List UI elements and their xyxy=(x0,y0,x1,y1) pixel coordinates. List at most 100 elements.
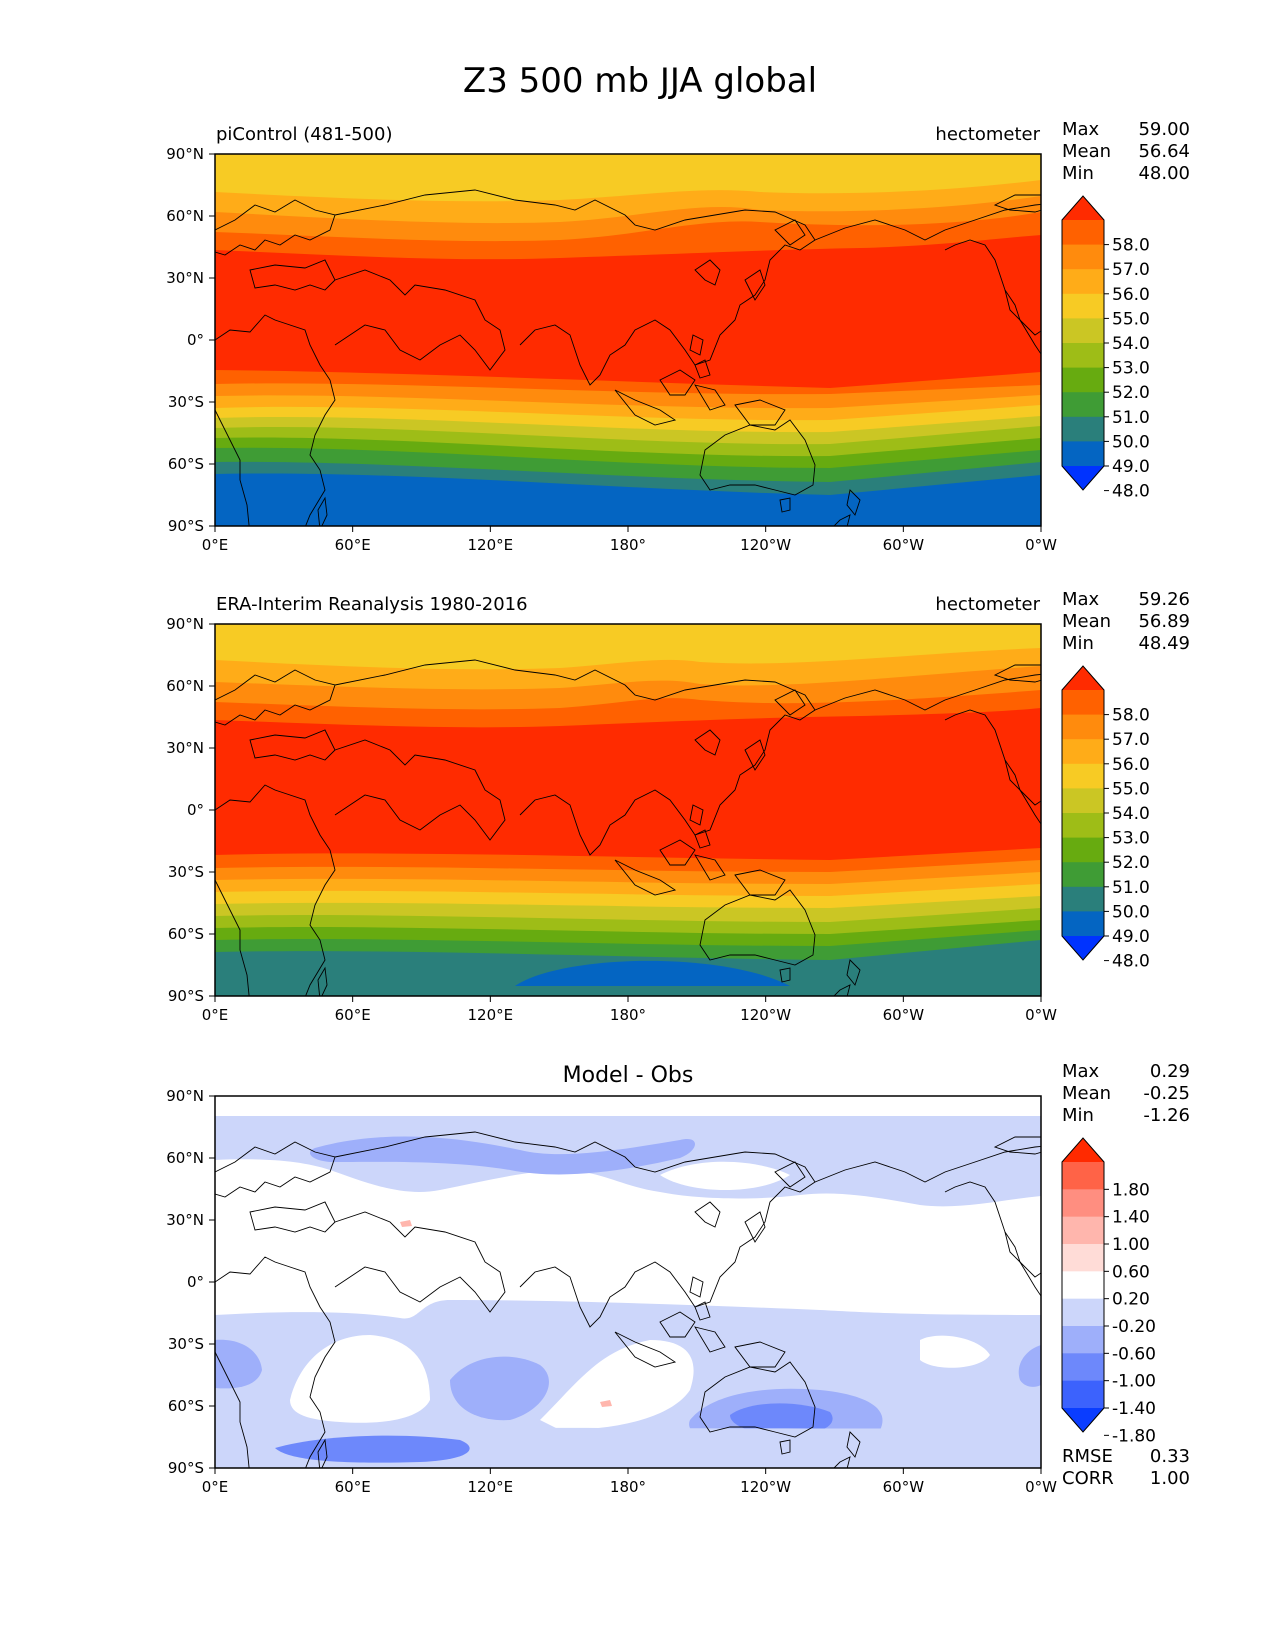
colorbar-swatch xyxy=(1062,1189,1104,1218)
lat-tick-label: 60°N xyxy=(166,677,204,695)
colorbar-label: 53.0 xyxy=(1112,359,1150,379)
colorbar-swatch xyxy=(1062,690,1104,716)
colorbar-swatch xyxy=(1062,1216,1104,1245)
stat-label-max: Max xyxy=(1062,1061,1100,1082)
lat-tick-label: 60°S xyxy=(168,455,204,473)
colorbar-label: 58.0 xyxy=(1112,236,1150,256)
lon-tick-label: 0°E xyxy=(202,536,229,554)
stat-label-mean: Mean xyxy=(1062,611,1111,632)
stat-label-min: Min xyxy=(1062,1105,1094,1126)
lon-tick-label: 60°W xyxy=(883,1006,925,1024)
lon-tick-label: 120°E xyxy=(468,1478,514,1496)
panel-model: piControl (481-500) hectometer Max 59.00… xyxy=(166,119,1190,554)
stat-label-min: Min xyxy=(1062,163,1094,184)
stat-value-mean: 56.64 xyxy=(1138,141,1190,162)
colorbar-swatch xyxy=(1062,813,1104,839)
lat-tick-label: 30°S xyxy=(168,393,204,411)
colorbar-label: 48.0 xyxy=(1112,952,1150,972)
panel-diff: Model - Obs Max 0.29 Mean -0.25 Min -1.2… xyxy=(166,1061,1190,1496)
panel-units: hectometer xyxy=(935,124,1040,145)
colorbar-obs: 58.0 57.0 56.0 55.0 54.0 53.0 52.0 51.0 50.0 49.0… xyxy=(1061,665,1150,972)
colorbar-label: -1.00 xyxy=(1112,1372,1156,1392)
colorbar-label: 1.80 xyxy=(1112,1180,1150,1200)
stat-value-mean: -0.25 xyxy=(1143,1083,1190,1104)
colorbar-label: 54.0 xyxy=(1112,804,1150,824)
colorbar-label: 51.0 xyxy=(1112,408,1150,428)
stat-label-rmse: RMSE xyxy=(1062,1446,1113,1467)
lon-tick-label: 0°W xyxy=(1025,536,1057,554)
colorbar-swatch xyxy=(1062,220,1104,246)
lat-tick-label: 90°N xyxy=(166,615,204,633)
colorbar-extend-max xyxy=(1062,1138,1104,1162)
lon-tick-label: 120°W xyxy=(740,536,791,554)
panel-title-center: Model - Obs xyxy=(563,1063,694,1088)
lat-tick-label: 60°N xyxy=(166,207,204,225)
stats-obs: Max 59.26 Mean 56.89 Min 48.49 xyxy=(1062,589,1190,654)
lat-tick-label: 90°S xyxy=(168,517,204,535)
stat-value-min: 48.49 xyxy=(1138,633,1190,654)
lon-tick-label: 0°E xyxy=(202,1478,229,1496)
map-field-model xyxy=(215,154,1041,526)
colorbar-label: 55.0 xyxy=(1112,309,1150,329)
colorbar-label: 58.0 xyxy=(1112,706,1150,726)
lon-tick-label: 60°W xyxy=(883,1478,925,1496)
colorbar-swatch xyxy=(1062,1244,1104,1272)
colorbar-label: 48.0 xyxy=(1112,482,1150,502)
lon-axis-diff: 0°E 60°E 120°E 180° 120°W 60°W 0°W xyxy=(202,1468,1057,1496)
colorbar-label: 1.40 xyxy=(1112,1208,1150,1228)
stat-value-min: 48.00 xyxy=(1138,163,1190,184)
lon-tick-label: 0°W xyxy=(1025,1006,1057,1024)
colorbar-extend-min xyxy=(1062,936,1104,960)
colorbar-model: 58.0 57.0 56.0 55.0 54.0 53.0 52.0 51.0 50.0 49.0… xyxy=(1061,195,1150,502)
lat-tick-label: 30°S xyxy=(168,1335,204,1353)
lon-tick-label: 180° xyxy=(610,1006,646,1024)
colorbar-label: 0.20 xyxy=(1112,1290,1150,1310)
stat-label-max: Max xyxy=(1062,119,1100,140)
colorbar-label: -1.80 xyxy=(1112,1426,1156,1446)
colorbar-label: 53.0 xyxy=(1112,829,1150,849)
lat-tick-label: 90°S xyxy=(168,1459,204,1477)
lat-tick-label: 90°N xyxy=(166,145,204,163)
lat-tick-label: 60°S xyxy=(168,1397,204,1415)
panel-units: hectometer xyxy=(935,594,1040,615)
colorbar-swatch xyxy=(1062,788,1104,814)
lat-tick-label: 60°N xyxy=(166,1149,204,1167)
stats-model: Max 59.00 Mean 56.64 Min 48.00 xyxy=(1062,119,1190,184)
colorbar-label: 50.0 xyxy=(1112,432,1150,452)
colorbar-swatch xyxy=(1062,763,1104,789)
panel-title-left: ERA-Interim Reanalysis 1980-2016 xyxy=(216,594,528,615)
colorbar-label: 57.0 xyxy=(1112,730,1150,750)
lon-axis-obs: 0°E 60°E 120°E 180° 120°W 60°W 0°W xyxy=(202,996,1057,1024)
stat-value-rmse: 0.33 xyxy=(1150,1446,1190,1467)
stat-value-max: 0.29 xyxy=(1150,1061,1190,1082)
lon-tick-label: 60°E xyxy=(335,1478,371,1496)
colorbar-label: -0.20 xyxy=(1112,1317,1156,1337)
lat-tick-label: 30°N xyxy=(166,269,204,287)
lat-axis-obs: 90°N 60°N 30°N 0° 30°S 60°S 90°S xyxy=(166,615,215,1005)
colorbar-swatch xyxy=(1062,244,1104,270)
lon-axis-model: 0°E 60°E 120°E 180° 120°W 60°W 0°W xyxy=(202,526,1057,554)
stat-value-max: 59.00 xyxy=(1138,119,1190,140)
lon-tick-label: 60°E xyxy=(335,1006,371,1024)
colorbar-label: 52.0 xyxy=(1112,383,1150,403)
lat-tick-label: 0° xyxy=(187,801,204,819)
colorbar-swatch xyxy=(1062,318,1104,344)
colorbar-label: 1.00 xyxy=(1112,1235,1150,1255)
colorbar-swatch xyxy=(1062,343,1104,369)
lat-tick-label: 90°N xyxy=(166,1087,204,1105)
colorbar-label: 54.0 xyxy=(1112,334,1150,354)
colorbar-label: -0.60 xyxy=(1112,1344,1156,1364)
lon-tick-label: 120°W xyxy=(740,1478,791,1496)
figure-title: Z3 500 mb JJA global xyxy=(463,61,817,101)
colorbar-swatch xyxy=(1062,1326,1104,1354)
lat-tick-label: 30°S xyxy=(168,863,204,881)
colorbar-label: 0.60 xyxy=(1112,1262,1150,1282)
colorbar-swatch xyxy=(1062,1298,1104,1327)
lon-tick-label: 180° xyxy=(610,536,646,554)
stat-label-max: Max xyxy=(1062,589,1100,610)
colorbar-swatch xyxy=(1062,1271,1104,1300)
stat-value-corr: 1.00 xyxy=(1150,1468,1190,1489)
map-field-obs xyxy=(215,624,1041,996)
stats-diff: Max 0.29 Mean -0.25 Min -1.26 RMSE 0.33 … xyxy=(1062,1061,1190,1489)
